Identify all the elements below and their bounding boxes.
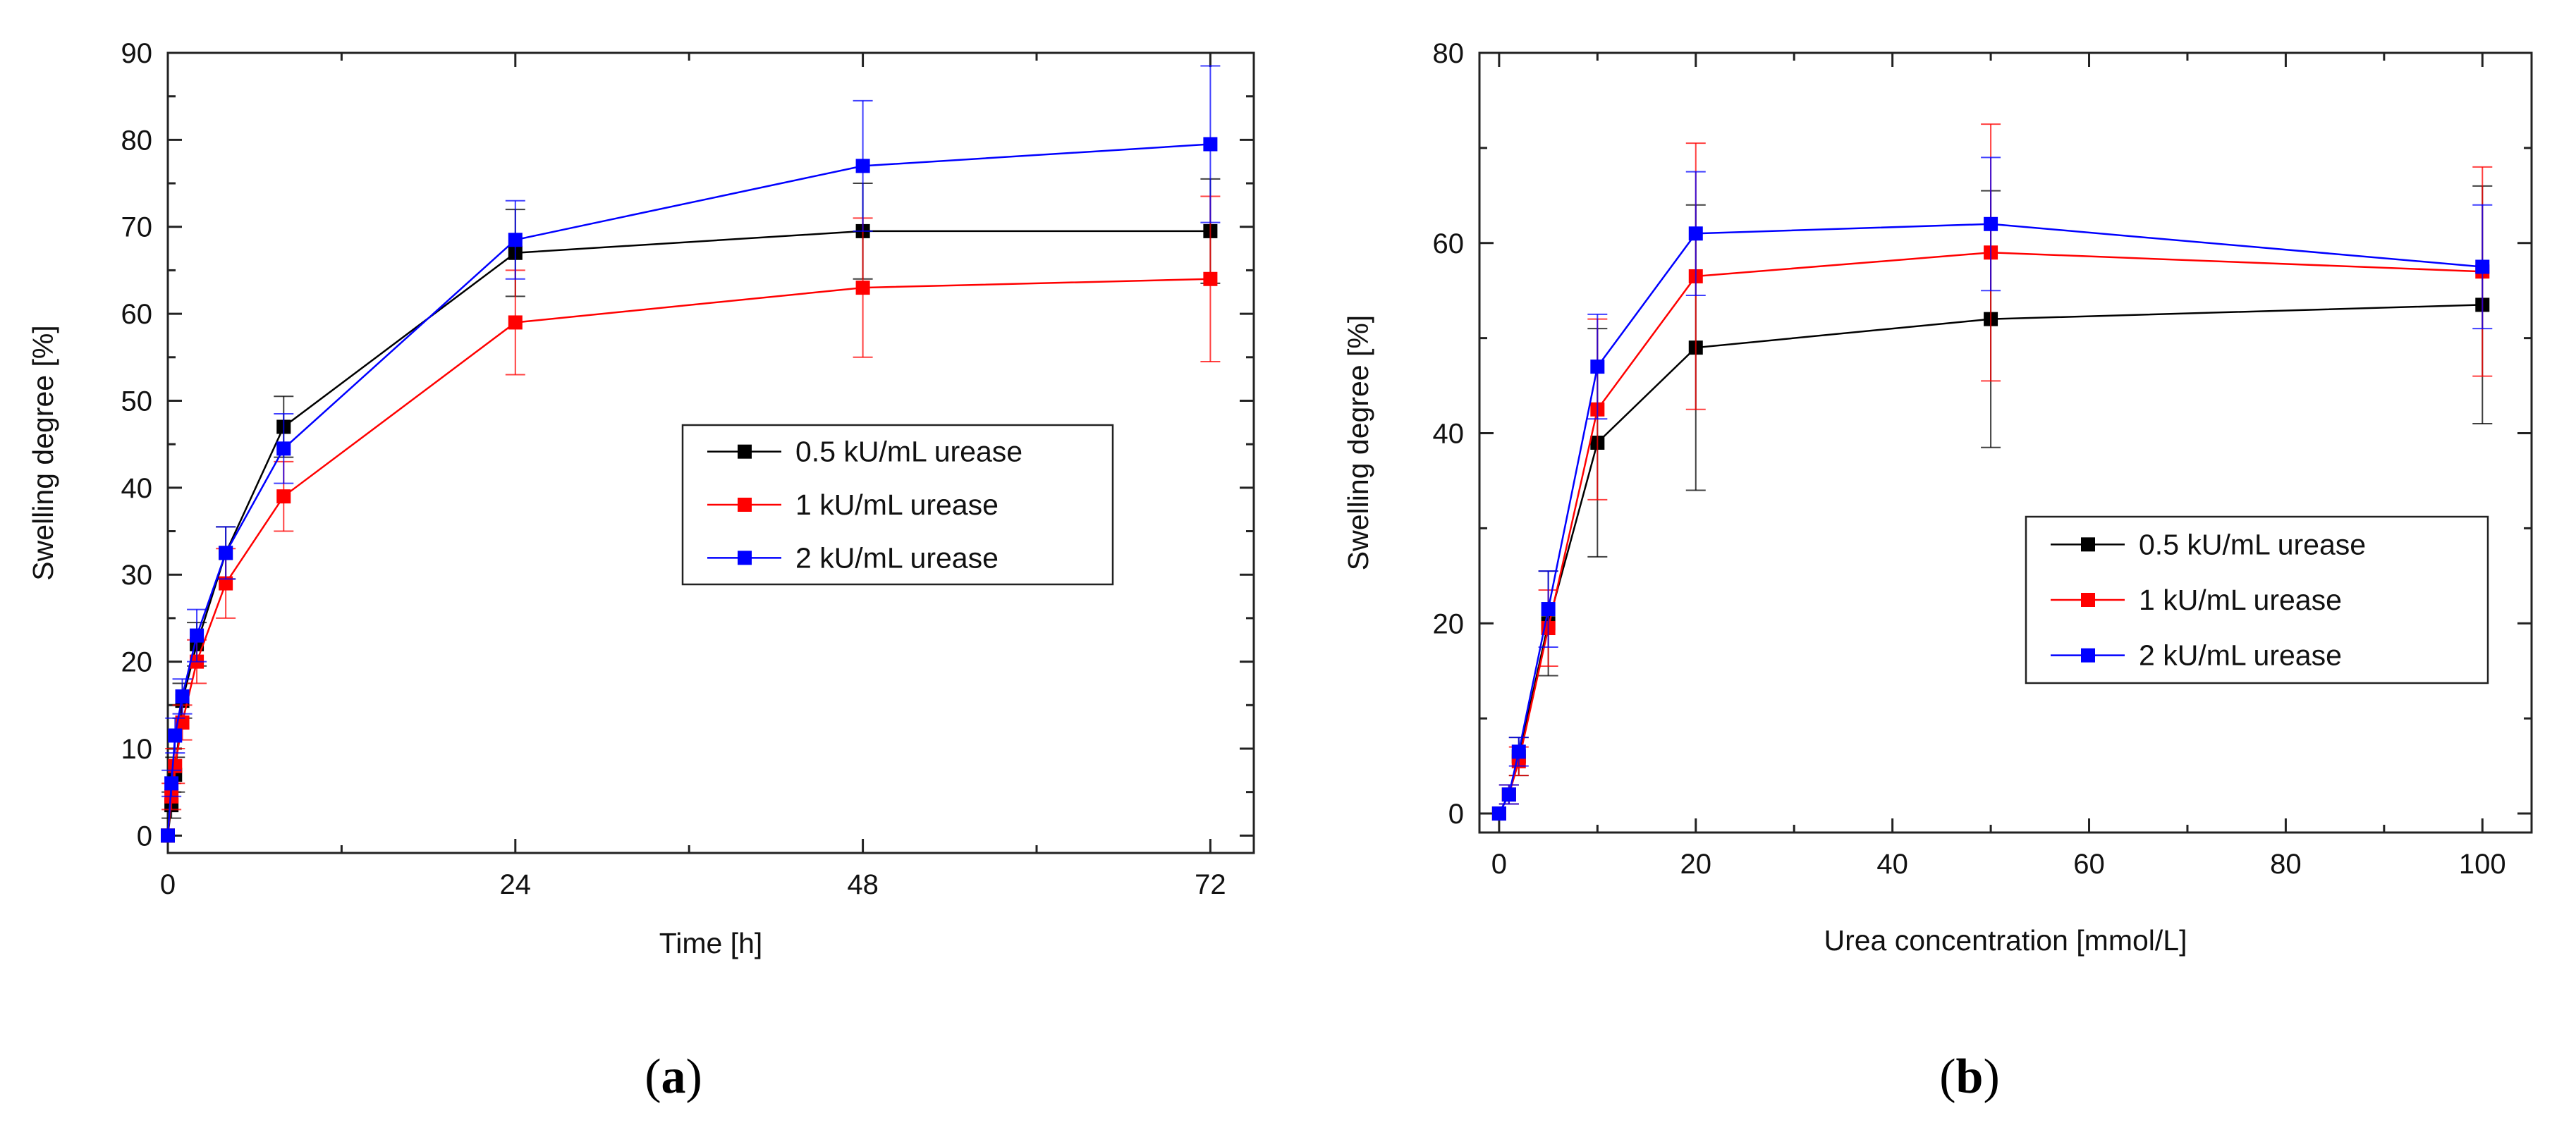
panel-a-chart: 0 24 48 72 0 10 20 30 40 50 60 70 80 90 Time [h] Swelli… <box>27 38 1255 959</box>
x-axis-title: Urea concentration [mmol/L] <box>1824 924 2187 957</box>
panel-a-label: (a) <box>645 1050 702 1104</box>
legend-marker <box>2081 593 2095 607</box>
x-tick-label: 20 <box>1680 849 1712 880</box>
data-point <box>855 159 870 173</box>
data-point <box>2475 259 2490 274</box>
data-point <box>161 828 175 843</box>
series-3 <box>1491 156 2493 821</box>
series-3 <box>161 65 1221 843</box>
x-tick-label: 100 <box>2459 849 2506 880</box>
x-tick-label: 0 <box>160 869 176 900</box>
data-point <box>1984 216 1998 231</box>
legend-entry: 2 kU/mL urease <box>2051 639 2342 672</box>
series-1 <box>1491 185 2493 821</box>
legend-marker <box>2081 648 2095 663</box>
y-tick-label: 70 <box>121 212 153 243</box>
data-point <box>175 689 190 704</box>
data-point <box>508 233 523 247</box>
x-tick-label: 60 <box>2073 849 2105 880</box>
data-point <box>1511 744 1526 759</box>
y-tick-label: 40 <box>1433 419 1465 450</box>
data-point <box>508 315 523 330</box>
y-tick-label: 60 <box>1433 228 1465 259</box>
legend-entry: 0.5 kU/mL urease <box>2051 528 2366 560</box>
x-tick-label: 72 <box>1195 869 1226 900</box>
legend-marker <box>2081 537 2095 552</box>
series-2 <box>161 195 1221 843</box>
legend-label: 2 kU/mL urease <box>2139 639 2342 672</box>
y-tick-label: 40 <box>121 473 153 504</box>
series-line <box>1498 223 2483 814</box>
legend-entry: 2 kU/mL urease <box>707 541 999 574</box>
x-tick-label: 24 <box>500 869 532 900</box>
data-point <box>168 759 183 773</box>
data-point <box>276 489 291 504</box>
data-point <box>164 776 179 791</box>
legend-label: 0.5 kU/mL urease <box>2139 528 2366 560</box>
legend-label: 1 kU/mL urease <box>795 489 999 521</box>
panel-b-chart: 0 20 40 60 80 100 0 20 40 60 80 Urea concentration … <box>1342 38 2533 957</box>
legend-entry: 0.5 kU/mL urease <box>707 436 1023 468</box>
y-tick-label: 20 <box>1433 608 1465 639</box>
data-point <box>1590 360 1605 374</box>
data-point <box>190 628 205 643</box>
data-point <box>276 441 291 456</box>
plot-frame <box>1478 51 2533 834</box>
y-tick-label: 80 <box>121 125 153 156</box>
y-tick-label: 20 <box>121 647 153 678</box>
data-point <box>1501 787 1516 802</box>
y-axis-title: Swelling degree [%] <box>1342 315 1374 570</box>
data-point <box>219 576 233 591</box>
legend-marker <box>738 551 752 565</box>
y-tick-label: 90 <box>121 38 153 69</box>
data-point <box>219 546 233 560</box>
data-point <box>1203 137 1218 152</box>
y-axis-title: Swelling degree [%] <box>27 325 59 580</box>
legend: 0.5 kU/mL urease 1 kU/mL urease 2 kU/mL ur… <box>681 424 1114 586</box>
legend-entry: 1 kU/mL urease <box>2051 584 2342 616</box>
series-line <box>166 143 1211 836</box>
y-tick-label: 10 <box>121 734 153 765</box>
data-point <box>855 281 870 295</box>
y-tick-label: 80 <box>1433 38 1465 69</box>
legend: 0.5 kU/mL urease 1 kU/mL urease 2 kU/mL ur… <box>2025 515 2489 684</box>
plot-frame <box>166 51 1255 854</box>
legend-label: 2 kU/mL urease <box>795 541 999 574</box>
legend-marker <box>738 444 752 459</box>
data-point <box>168 728 183 743</box>
data-point <box>1491 806 1506 821</box>
legend-marker <box>738 498 752 512</box>
data-point <box>1688 226 1703 241</box>
y-tick-label: 0 <box>1448 799 1464 830</box>
y-tick-label: 30 <box>121 560 153 591</box>
legend-entry: 1 kU/mL urease <box>707 489 999 521</box>
data-point <box>1203 271 1218 286</box>
x-axis-title: Time [h] <box>659 927 763 959</box>
x-tick-label: 48 <box>847 869 879 900</box>
y-tick-label: 60 <box>121 299 153 330</box>
data-point <box>1541 602 1556 617</box>
y-tick-label: 50 <box>121 386 153 417</box>
x-tick-label: 80 <box>2270 849 2302 880</box>
panel-b-label: (b) <box>1939 1050 2000 1104</box>
x-tick-label: 40 <box>1876 849 1908 880</box>
x-tick-label: 0 <box>1491 849 1507 880</box>
legend-label: 1 kU/mL urease <box>2139 584 2342 616</box>
y-tick-label: 0 <box>137 821 152 852</box>
legend-label: 0.5 kU/mL urease <box>795 436 1023 468</box>
